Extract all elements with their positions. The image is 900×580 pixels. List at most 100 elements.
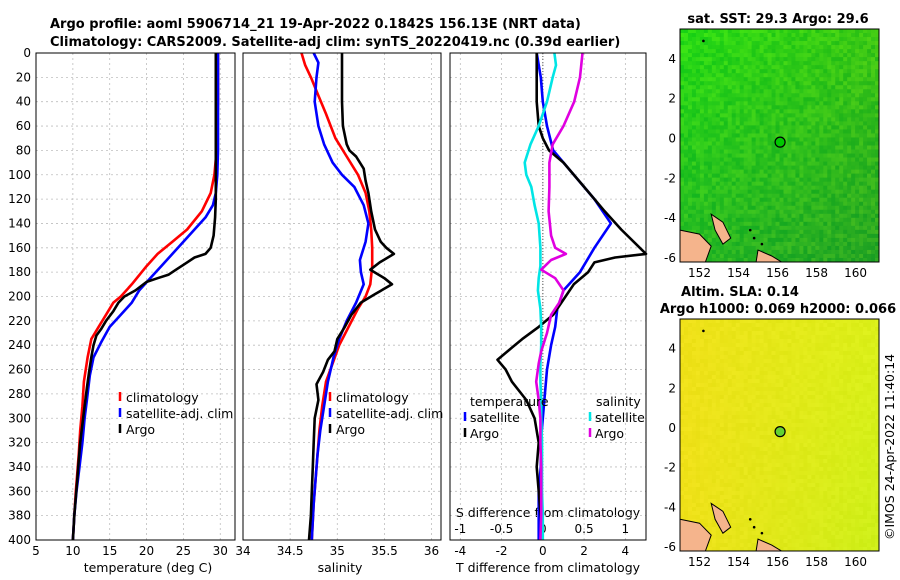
map-pixel: [699, 89, 705, 94]
map-pixel: [763, 249, 768, 255]
map-pixel: [811, 213, 816, 219]
map-pixel: [787, 407, 792, 412]
map-pixel: [815, 213, 820, 219]
map-pixel: [767, 399, 772, 404]
map-pixel: [707, 323, 713, 328]
map-pixel: [807, 391, 812, 396]
map-pixel: [847, 173, 852, 179]
map-pixel: [707, 451, 713, 456]
map-pixel: [755, 41, 760, 46]
map-pixel: [747, 229, 753, 235]
map-pixel: [787, 105, 792, 110]
map-pixel: [787, 53, 792, 58]
map-pixel: [823, 443, 828, 448]
map-pixel: [871, 415, 876, 420]
map-pixel: [799, 133, 804, 138]
map-pixel: [691, 65, 697, 70]
map-pixel: [871, 117, 876, 122]
map-pixel: [715, 331, 721, 336]
map-pixel: [735, 229, 741, 235]
map-pixel: [739, 137, 745, 142]
map-pixel: [851, 423, 856, 428]
map-pixel: [795, 169, 800, 175]
map-pixel: [871, 61, 876, 66]
map-pixel: [795, 403, 800, 408]
map-pixel: [807, 145, 812, 150]
map-pixel: [759, 93, 764, 98]
map-pixel: [831, 205, 836, 211]
depth-tick-label: 0: [23, 46, 31, 60]
map-pixel: [855, 77, 860, 82]
map-pixel: [707, 327, 713, 332]
map-pixel: [751, 145, 757, 150]
map-pixel: [799, 467, 804, 472]
map-pixel: [719, 327, 725, 332]
map-pixel: [851, 403, 856, 408]
map-pixel: [855, 81, 860, 86]
map-pixel: [791, 181, 796, 187]
map-pixel: [763, 181, 768, 187]
map-pixel: [779, 41, 784, 46]
map-pixel: [687, 29, 693, 34]
map-pixel: [719, 399, 725, 404]
map-pixel: [827, 443, 832, 448]
map-pixel: [727, 467, 733, 472]
map-pixel: [711, 29, 717, 34]
map-pixel: [735, 419, 741, 424]
map-pixel: [711, 463, 717, 468]
map-pixel: [859, 169, 864, 175]
map-pixel: [680, 319, 685, 324]
map-pixel: [795, 411, 800, 416]
map-pixel: [851, 109, 856, 114]
map-pixel: [767, 431, 772, 436]
map-pixel: [799, 347, 804, 352]
map-pixel: [835, 193, 840, 199]
map-pixel: [795, 347, 800, 352]
map-pixel: [703, 129, 709, 134]
map-pixel: [735, 233, 741, 239]
map-pixel: [747, 153, 753, 158]
map-pixel: [811, 221, 816, 227]
map-pixel: [775, 335, 780, 340]
map-pixel: [835, 205, 840, 211]
map-pixel: [783, 331, 788, 336]
map-pixel: [699, 157, 705, 162]
map-pixel: [847, 367, 852, 372]
map-pixel: [807, 347, 812, 352]
map-pixel: [827, 387, 832, 392]
map-pixel: [755, 245, 760, 251]
legend-label: satellite: [470, 410, 520, 425]
map-pixel: [831, 253, 836, 259]
map-pixel: [755, 463, 760, 468]
map-pixel: [703, 33, 709, 38]
map-pixel: [811, 367, 816, 372]
map-pixel: [827, 379, 832, 384]
map-pixel: [735, 383, 741, 388]
map-pixel: [871, 435, 876, 440]
map-pixel: [759, 121, 764, 126]
map-pixel: [747, 177, 753, 183]
map-pixel: [807, 237, 812, 243]
map-pixel: [867, 133, 872, 138]
map-pixel: [691, 387, 697, 392]
map-pixel: [803, 237, 808, 243]
map-pixel: [751, 177, 757, 183]
depth-tick-label: 20: [16, 70, 31, 84]
map-pixel: [787, 157, 792, 162]
map-pixel: [707, 177, 713, 183]
depth-tick-label: 380: [8, 509, 31, 523]
map-pixel: [735, 339, 741, 344]
map-pixel: [707, 419, 713, 424]
map-pixel: [743, 169, 749, 175]
map-pixel: [807, 77, 812, 82]
map-pixel: [855, 57, 860, 62]
map-pixel: [859, 125, 864, 130]
map-pixel: [751, 351, 757, 356]
lon-tick-label: 158: [805, 266, 828, 280]
map-pixel: [863, 253, 868, 259]
map-pixel: [839, 351, 844, 356]
map-pixel: [815, 121, 820, 126]
map-pixel: [791, 125, 796, 130]
map-pixel: [695, 343, 701, 348]
legend-label: Argo: [595, 426, 624, 441]
